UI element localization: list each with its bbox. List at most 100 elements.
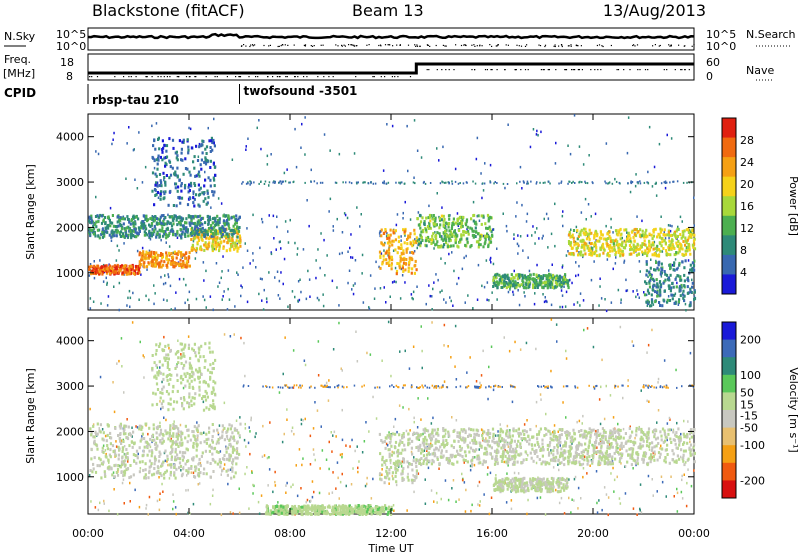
velocity-noise-cell	[406, 509, 408, 512]
power-echo-cell	[435, 242, 438, 246]
power-noise-cell	[328, 210, 330, 213]
nave-point	[226, 76, 228, 78]
velocity-noise-cell	[618, 497, 621, 500]
nave-point	[151, 76, 153, 78]
nave-point	[490, 69, 492, 71]
velocity-echo-cell	[138, 427, 141, 431]
power-band-cell	[284, 180, 287, 183]
power-echo-cell	[575, 247, 578, 251]
power-echo-cell	[617, 230, 620, 234]
nave-point	[504, 69, 506, 71]
power-echo-cell	[691, 243, 694, 247]
power-echo-cell	[206, 233, 209, 237]
power-noise-cell	[175, 291, 177, 294]
velocity-noise-cell	[262, 424, 264, 428]
power-noise-cell	[599, 285, 601, 288]
power-echo-cell	[647, 300, 651, 304]
power-noise-cell	[277, 294, 280, 297]
power-echo-cell	[141, 222, 144, 226]
nave-point	[328, 76, 330, 78]
power-echo-cell	[210, 136, 213, 140]
velocity-noise-cell	[129, 481, 131, 485]
power-echo-cell	[659, 290, 662, 294]
power-echo-cell	[108, 218, 111, 222]
power-colorbar-tick: 28	[740, 134, 754, 147]
power-echo-cell	[413, 228, 416, 232]
power-noise-cell	[391, 281, 394, 284]
power-echo-cell	[488, 225, 491, 229]
velocity-echo-cell	[90, 433, 93, 437]
velocity-band-cell	[242, 385, 245, 388]
power-noise-cell	[457, 276, 460, 280]
velocity-noise-cell	[478, 448, 480, 451]
power-noise-cell	[153, 302, 155, 306]
nsearch-point	[473, 44, 475, 46]
velocity-noise-cell	[676, 487, 678, 491]
velocity-echo-cell	[109, 431, 112, 435]
velocity-echo-cell	[93, 456, 96, 460]
power-echo-cell	[110, 270, 113, 274]
power-echo-cell	[659, 288, 662, 292]
nave-point	[436, 69, 438, 71]
power-echo-cell	[96, 214, 99, 218]
velocity-noise-cell	[589, 464, 591, 467]
power-band-cell	[249, 180, 251, 183]
velocity-noise-cell	[147, 513, 149, 516]
power-noise-cell	[542, 234, 544, 238]
power-noise-cell	[388, 246, 390, 249]
velocity-echo-cell	[169, 470, 172, 474]
power-echo-cell	[499, 275, 502, 279]
velocity-noise-cell	[651, 328, 653, 332]
nave-point	[581, 69, 583, 71]
power-noise-cell	[258, 119, 260, 122]
power-echo-cell	[551, 276, 554, 280]
power-echo-cell	[214, 219, 217, 223]
power-noise-cell	[336, 286, 338, 289]
power-echo-cell	[673, 261, 676, 265]
power-echo-cell	[168, 176, 171, 180]
power-echo-cell	[235, 219, 239, 222]
velocity-noise-cell	[506, 472, 508, 475]
velocity-noise-cell	[223, 467, 225, 470]
power-echo-cell	[421, 239, 424, 242]
power-echo-cell	[88, 227, 91, 230]
velocity-noise-cell	[663, 359, 666, 362]
power-echo-cell	[180, 235, 183, 239]
power-noise-cell	[621, 236, 623, 240]
power-echo-cell	[211, 242, 214, 246]
power-echo-cell	[131, 216, 135, 220]
power-echo-cell	[539, 276, 542, 280]
power-echo-cell	[534, 284, 537, 288]
power-echo-cell	[532, 286, 535, 290]
power-noise-cell	[671, 263, 674, 267]
velocity-noise-cell	[444, 479, 447, 482]
power-noise-cell	[412, 297, 414, 301]
power-echo-cell	[401, 266, 404, 270]
power-echo-cell	[673, 230, 676, 234]
power-echo-cell	[580, 250, 583, 254]
power-noise-cell	[502, 212, 504, 215]
power-echo-cell	[207, 244, 210, 248]
power-noise-cell	[129, 305, 131, 308]
power-noise-cell	[93, 260, 95, 263]
power-echo-cell	[434, 235, 437, 239]
velocity-echo-cell	[115, 471, 118, 474]
nave-point	[303, 76, 305, 78]
power-noise-cell	[562, 224, 564, 228]
power-echo-cell	[171, 166, 174, 170]
power-band-cell	[274, 180, 276, 183]
nave-point	[189, 76, 191, 78]
power-echo-cell	[88, 230, 91, 233]
velocity-echo-cell	[169, 424, 172, 428]
velocity-noise-cell	[693, 469, 695, 472]
power-echo-cell	[180, 216, 183, 220]
power-echo-cell	[632, 243, 635, 247]
velocity-noise-cell	[535, 400, 538, 404]
power-noise-cell	[336, 217, 338, 221]
power-echo-cell	[657, 263, 660, 267]
velocity-noise-cell	[102, 444, 105, 447]
power-echo-cell	[595, 231, 598, 235]
power-echo-cell	[189, 231, 192, 235]
velocity-noise-cell	[218, 424, 221, 427]
